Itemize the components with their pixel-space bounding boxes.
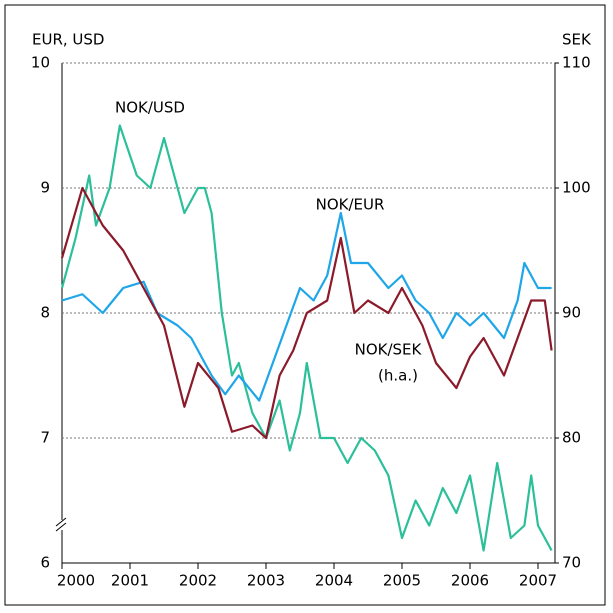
x-tick-label: 2001 [111, 572, 149, 590]
y2-tick-label: 90 [562, 304, 581, 322]
y2-tick-label: 80 [562, 429, 581, 447]
x-tick-label: 2003 [247, 572, 285, 590]
y2-tick-label: 100 [562, 179, 591, 197]
annotation: (h.a.) [378, 367, 418, 385]
y2-axis-label: SEK [562, 31, 592, 49]
y-tick-label: 10 [31, 54, 50, 72]
x-tick-label: 2005 [383, 572, 421, 590]
x-tick-label: 2000 [57, 572, 95, 590]
y-tick-label: 9 [40, 179, 50, 197]
y-tick-label: 7 [40, 429, 50, 447]
axis-break [55, 517, 69, 532]
series-line [60, 124, 553, 552]
frame [4, 4, 606, 606]
annotation: NOK/SEK [355, 341, 423, 359]
y-tick-label: 6 [40, 554, 50, 572]
annotation: NOK/USD [115, 99, 185, 117]
x-tick-label: 2002 [179, 572, 217, 590]
x-tick-label: 2006 [451, 572, 489, 590]
x-tick-label: 2007 [519, 572, 557, 590]
y2-tick-label: 70 [562, 554, 581, 572]
series-line [60, 186, 553, 440]
y-axis-label: EUR, USD [32, 31, 104, 49]
y2-tick-label: 110 [562, 54, 591, 72]
annotation: NOK/EUR [316, 196, 385, 214]
y-tick-label: 8 [40, 304, 50, 322]
x-tick-label: 2004 [315, 572, 353, 590]
series-line [61, 211, 552, 402]
